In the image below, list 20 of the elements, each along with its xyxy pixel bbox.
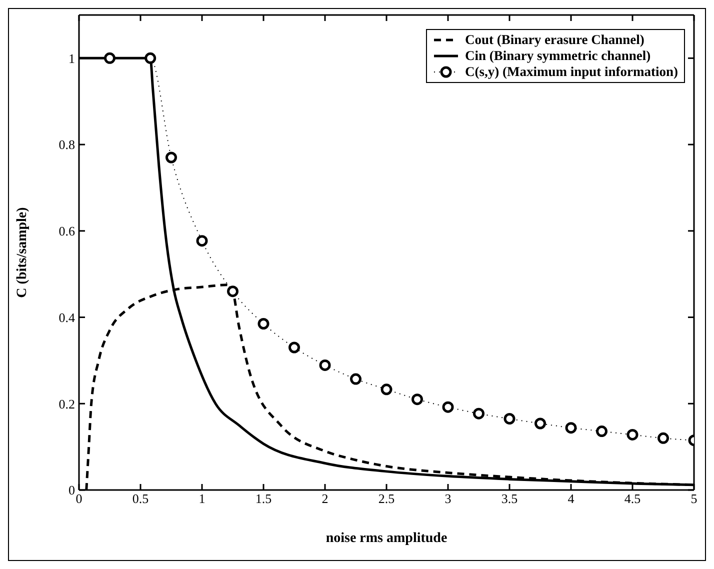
y-axis-title: C (bits/sample) xyxy=(14,206,30,298)
y-tick-label: 0.8 xyxy=(58,137,75,152)
x-tick-label: 1 xyxy=(198,491,206,506)
y-tick-label: 0.4 xyxy=(58,310,76,325)
x-tick-label: 2.5 xyxy=(378,491,395,506)
x-tick-label: 0.5 xyxy=(132,491,149,506)
x-tick-label: 2 xyxy=(322,491,328,506)
y-tick-label: 0.6 xyxy=(58,224,76,239)
x-tick-label: 4 xyxy=(568,491,575,506)
y-tick-label: 0.2 xyxy=(58,396,75,412)
legend-label: Cin (Binary symmetric channel) xyxy=(465,48,651,64)
x-axis-title: noise rms amplitude xyxy=(326,531,448,546)
x-tick-label: 1.5 xyxy=(255,491,272,506)
legend-label: Cout (Binary erasure Channel) xyxy=(465,32,644,48)
x-tick-label: 4.5 xyxy=(624,491,641,506)
x-tick-label: 3.5 xyxy=(501,491,518,506)
y-tick-label: 1 xyxy=(68,50,75,66)
x-tick-label: 3 xyxy=(444,491,452,506)
legend-label: C(s,y) (Maximum input information) xyxy=(465,64,678,80)
x-tick-label: 5 xyxy=(690,491,698,506)
